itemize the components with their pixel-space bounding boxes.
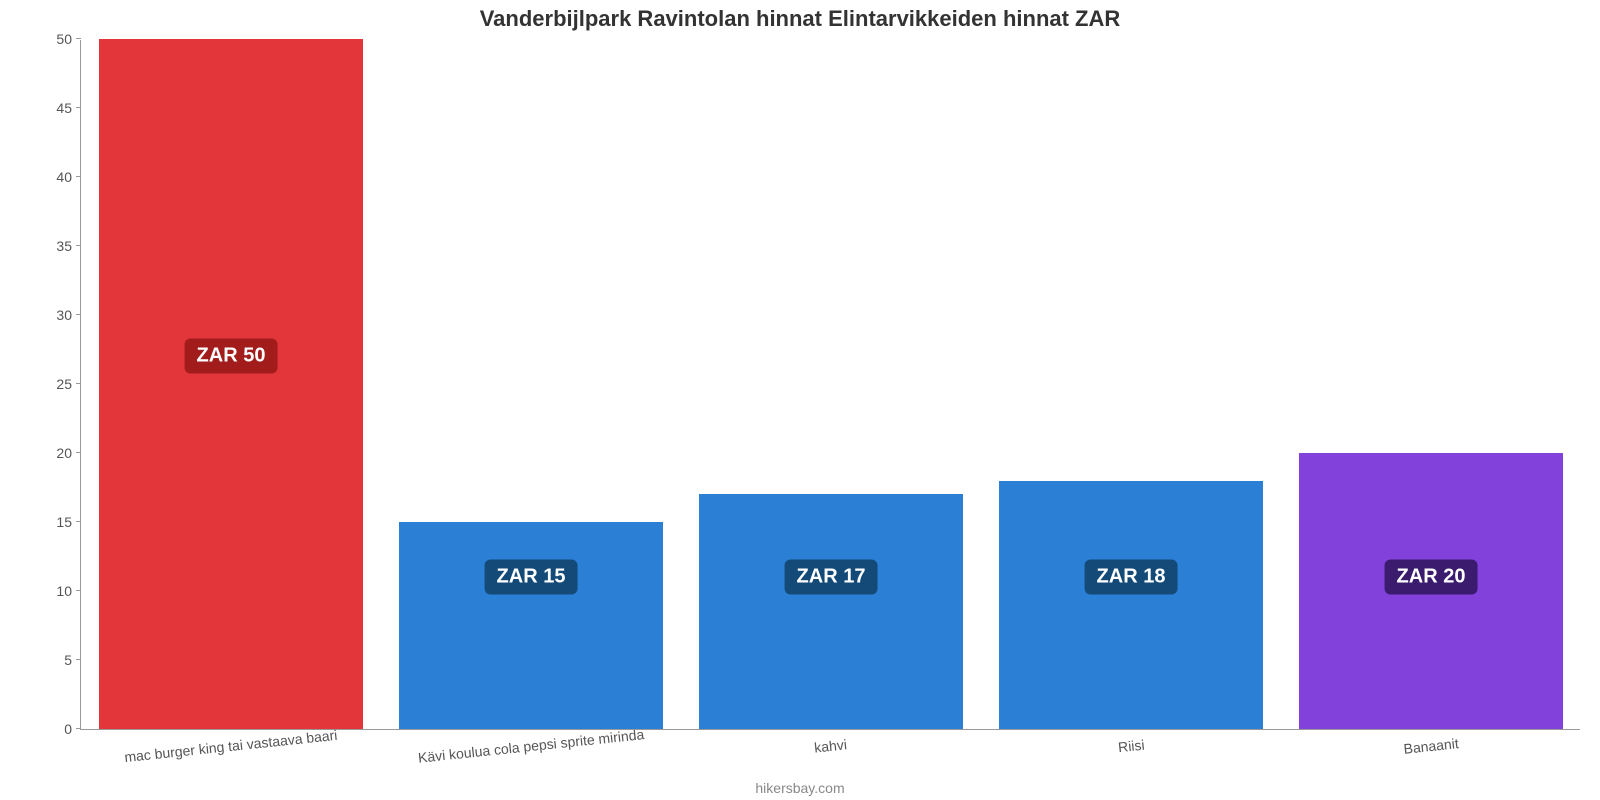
bar-chart: Vanderbijlpark Ravintolan hinnat Elintar… [0, 0, 1600, 800]
y-axis-tick-label: 35 [12, 238, 72, 254]
y-axis-tick-mark [76, 314, 81, 315]
y-axis-tick-mark [76, 659, 81, 660]
y-axis-tick-mark [76, 590, 81, 591]
y-axis-tick-label: 30 [12, 307, 72, 323]
x-axis-category-label: kahvi [814, 736, 848, 755]
x-axis-category-label: Kävi koulua cola pepsi sprite mirinda [417, 726, 645, 766]
y-axis-tick-label: 25 [12, 376, 72, 392]
y-axis-tick-label: 0 [12, 721, 72, 737]
bar-value-label: ZAR 20 [1385, 560, 1478, 595]
y-axis-tick-label: 10 [12, 583, 72, 599]
y-axis-tick-mark [76, 383, 81, 384]
y-axis-tick-label: 40 [12, 169, 72, 185]
bar-value-label: ZAR 17 [785, 560, 878, 595]
bar [99, 39, 363, 729]
x-axis-category-label: mac burger king tai vastaava baari [124, 727, 339, 765]
y-axis-tick-label: 20 [12, 445, 72, 461]
x-axis-category-label: Riisi [1117, 737, 1145, 756]
bar-value-label: ZAR 15 [485, 560, 578, 595]
y-axis-tick-mark [76, 38, 81, 39]
y-axis-tick-label: 45 [12, 100, 72, 116]
y-axis-tick-mark [76, 245, 81, 246]
y-axis-tick-label: 50 [12, 31, 72, 47]
y-axis-tick-mark [76, 521, 81, 522]
y-axis-tick-mark [76, 728, 81, 729]
y-axis-tick-label: 15 [12, 514, 72, 530]
bar [399, 522, 663, 729]
chart-credit: hikersbay.com [0, 780, 1600, 796]
bar-value-label: ZAR 50 [185, 339, 278, 374]
plot-area: 05101520253035404550ZAR 50mac burger kin… [80, 40, 1580, 730]
y-axis-tick-mark [76, 107, 81, 108]
bar [999, 481, 1263, 729]
bar-value-label: ZAR 18 [1085, 560, 1178, 595]
y-axis-tick-mark [76, 452, 81, 453]
y-axis-tick-mark [76, 176, 81, 177]
bar [699, 494, 963, 729]
x-axis-category-label: Banaanit [1403, 735, 1460, 757]
y-axis-tick-label: 5 [12, 652, 72, 668]
chart-title: Vanderbijlpark Ravintolan hinnat Elintar… [0, 6, 1600, 32]
